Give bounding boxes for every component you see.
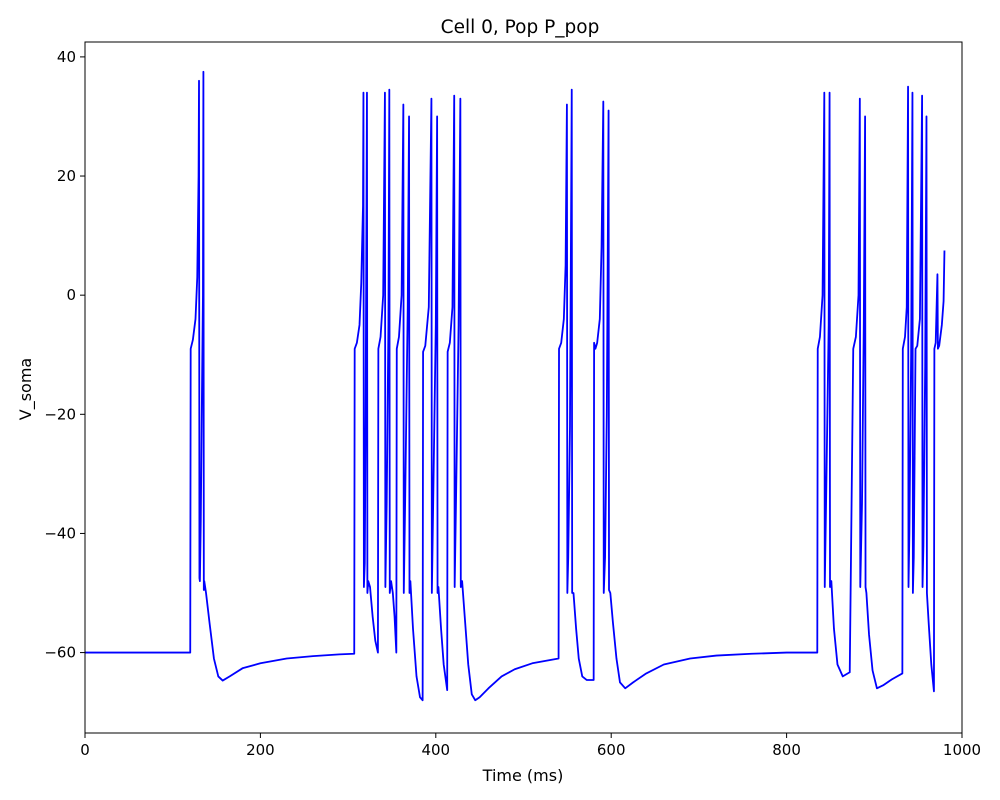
plot-frame [84, 41, 963, 734]
y-axis: −60 −40 −20 0 20 40 [44, 48, 85, 662]
x-tick-label: 200 [246, 741, 275, 759]
y-tick-label: −60 [44, 644, 76, 662]
x-tick-label: 400 [421, 741, 450, 759]
x-axis: 0 200 400 600 800 1000 [80, 733, 981, 759]
series-layer [85, 70, 946, 702]
y-tick-label: −40 [44, 524, 76, 542]
y-tick-label: −20 [44, 405, 76, 423]
y-axis-label: V_soma [16, 358, 36, 420]
x-axis-label: Time (ms) [482, 766, 564, 785]
chart-title: Cell 0, Pop P_pop [441, 17, 600, 38]
x-tick-label: 600 [597, 741, 626, 759]
x-tick-label: 800 [772, 741, 801, 759]
y-tick-label: 20 [57, 167, 76, 185]
x-tick-label: 1000 [943, 741, 981, 759]
x-tick-label: 0 [80, 741, 90, 759]
series-line-0 [85, 70, 946, 702]
y-tick-label: 0 [66, 286, 76, 304]
y-tick-label: 40 [57, 48, 76, 66]
